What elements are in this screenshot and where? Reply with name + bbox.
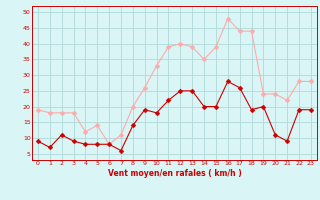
X-axis label: Vent moyen/en rafales ( km/h ): Vent moyen/en rafales ( km/h ) [108,169,241,178]
